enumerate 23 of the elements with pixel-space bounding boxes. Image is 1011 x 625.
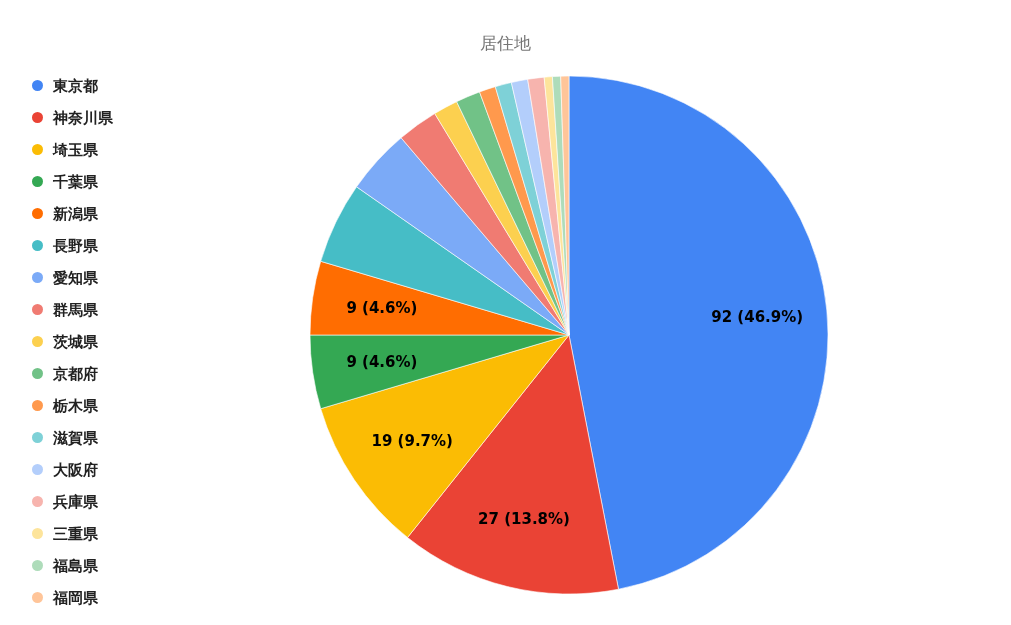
data-label: 9 (4.6%) <box>346 353 418 372</box>
data-label: 19 (9.7%) <box>371 431 453 450</box>
legend-label: 群馬県 <box>52 300 99 319</box>
legend-label: 福岡県 <box>52 588 99 607</box>
legend-label: 滋賀県 <box>52 428 99 447</box>
legend-label: 茨城県 <box>52 332 99 351</box>
legend-label: 福島県 <box>52 556 99 575</box>
legend-label: 三重県 <box>53 524 99 543</box>
legend-label: 千葉県 <box>52 172 99 191</box>
data-label: 9 (4.6%) <box>346 298 418 317</box>
legend-label: 兵庫県 <box>52 492 99 511</box>
legend-label: 愛知県 <box>53 268 99 287</box>
legend-label: 大阪府 <box>53 460 98 479</box>
data-label: 27 (13.8%) <box>478 509 570 528</box>
legend-label: 埼玉県 <box>52 140 99 159</box>
legend-label: 東京都 <box>52 76 98 95</box>
data-label: 92 (46.9%) <box>711 307 804 326</box>
legend-label: 栃木県 <box>52 396 99 415</box>
legend-label: 新潟県 <box>52 204 99 223</box>
legend-label: 神奈川県 <box>52 108 114 127</box>
legend-label: 京都府 <box>52 364 98 383</box>
legend-label: 長野県 <box>52 236 99 255</box>
chart-title: 居住地 <box>479 32 531 53</box>
